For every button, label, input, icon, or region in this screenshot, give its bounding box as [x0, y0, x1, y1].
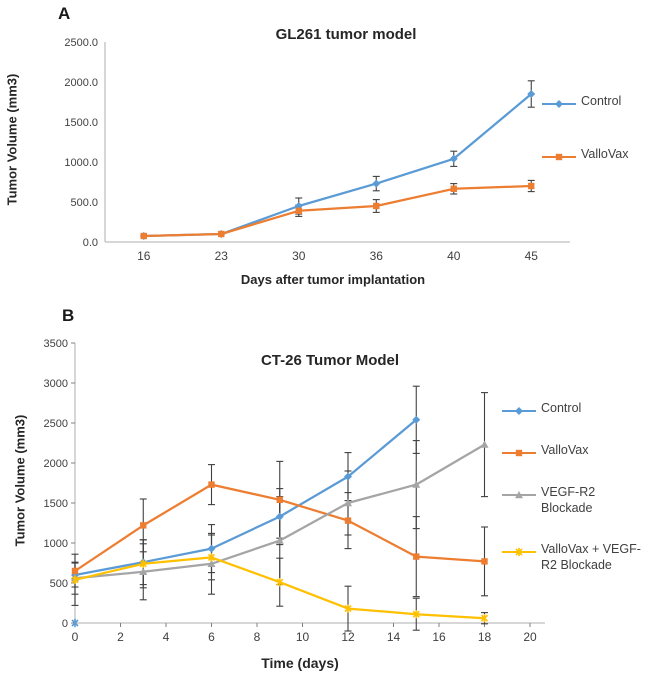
x-tick-label: 14 — [387, 630, 401, 644]
series-marker-square — [450, 185, 457, 192]
y-tick-label: 500.0 — [70, 197, 98, 209]
legend-label: Control — [541, 401, 582, 415]
x-tick-label: 45 — [525, 249, 539, 263]
y-tick-label: 2500 — [44, 418, 68, 430]
legend-key-square-icon — [542, 153, 576, 161]
series-marker-diamond — [372, 179, 381, 188]
y-tick-label: 3000 — [44, 378, 68, 390]
x-tick-label: 6 — [208, 630, 215, 644]
panel-a-letter: A — [58, 4, 71, 23]
series-marker-square — [413, 553, 420, 560]
legend-label: VEGF-R2 Blockade — [541, 485, 596, 516]
series-marker-square — [208, 481, 215, 488]
series-marker-square — [373, 202, 380, 210]
chart-b-title: CT-26 Tumor Model — [260, 352, 400, 369]
y-tick-label: 1000.0 — [64, 157, 98, 169]
series-marker-triangle — [344, 499, 352, 507]
series-marker-square — [71, 567, 79, 575]
y-tick-label: 2500.0 — [64, 37, 98, 49]
series-marker-asterisk — [412, 610, 420, 619]
series-marker-asterisk — [207, 553, 216, 562]
chart-b-legend: Control ValloVax VEGF-R2 Blockade ValloVax … — [501, 400, 643, 597]
series-marker-triangle — [207, 559, 216, 567]
x-tick-label: 30 — [292, 249, 306, 263]
y-tick-label: 1500 — [44, 498, 68, 510]
series-marker-diamond — [527, 90, 536, 98]
series-marker-diamond — [275, 512, 284, 521]
x-tick-label: 36 — [370, 249, 384, 263]
series-marker-square — [276, 496, 283, 503]
legend-item-vallovax-vegf-r2-blockade: ValloVax + VEGF-R2 Blockade — [501, 541, 643, 574]
legend-key-triangle-icon — [502, 491, 536, 499]
x-tick-label: 16 — [137, 249, 151, 263]
x-tick-label: 18 — [478, 630, 492, 644]
y-tick-label: 0 — [62, 618, 68, 630]
legend-label: ValloVax — [541, 443, 589, 457]
x-tick-label: 10 — [296, 630, 310, 644]
chart-b-x-axis-label: Time (days) — [261, 655, 339, 671]
legend-key-square-icon — [502, 449, 536, 457]
series-line-vallovax — [143, 184, 532, 238]
x-tick-label: 20 — [523, 630, 537, 644]
legend-key-diamond-icon — [542, 100, 576, 108]
legend-label: ValloVax — [581, 147, 629, 161]
series-marker-square — [295, 207, 302, 214]
y-tick-label: 1500.0 — [64, 117, 98, 129]
series-marker-square — [218, 230, 225, 238]
series-marker-diamond — [449, 154, 458, 163]
series-marker-triangle — [139, 567, 148, 575]
series-marker-diamond — [207, 544, 216, 553]
series-line-control — [143, 93, 532, 238]
series-marker-square — [140, 232, 147, 240]
chart-a-legend: Control ValloVax — [541, 93, 628, 199]
series-marker-square — [140, 522, 147, 529]
legend-item-vegf-r2-blockade: VEGF-R2 Blockade — [501, 484, 643, 517]
x-tick-label: 8 — [254, 630, 261, 644]
series-marker-square — [481, 558, 488, 565]
series-line-control — [74, 418, 417, 577]
x-tick-label: 16 — [432, 630, 446, 644]
legend-label: ValloVax + VEGF-R2 Blockade — [541, 541, 641, 572]
x-tick-label: 23 — [215, 249, 229, 263]
x-tick-label: 4 — [163, 630, 170, 644]
x-tick-label: 0 — [72, 630, 79, 644]
y-tick-label: 1000 — [44, 538, 68, 550]
series-marker-asterisk — [139, 559, 147, 568]
legend-key-diamond-icon — [502, 407, 536, 415]
legend-item-control: Control — [501, 400, 643, 418]
y-tick-label: 3500 — [44, 338, 68, 350]
chart-b-plot-area: 0 500 1000 1500 2000 2500 3000 3500 0 2 4 6 8 10 12 14 1… — [44, 338, 545, 644]
chart-a-plot-area: 0.0 500.0 1000.0 1500.0 2000.0 2500.0 16 23 30 36… — [64, 37, 570, 263]
series-marker-square — [344, 517, 352, 524]
legend-key-asterisk-icon — [502, 547, 536, 556]
legend-label: Control — [581, 94, 622, 108]
legend-item-vallovax: ValloVax — [501, 442, 643, 460]
origin-asterisk-marker — [71, 618, 79, 628]
series-marker-triangle — [412, 480, 421, 488]
y-tick-label: 0.0 — [83, 237, 98, 249]
y-tick-label: 500 — [50, 578, 68, 590]
panel-b-letter: B — [62, 306, 75, 325]
series-marker-asterisk — [71, 575, 79, 584]
x-tick-label: 12 — [341, 630, 355, 644]
series-marker-asterisk — [480, 614, 489, 623]
series-marker-asterisk — [344, 604, 352, 613]
legend-item-control: Control — [541, 93, 628, 111]
series-marker-diamond — [344, 472, 352, 481]
series-marker-diamond — [412, 415, 421, 424]
x-tick-label: 40 — [447, 249, 461, 263]
y-tick-label: 2000.0 — [64, 77, 98, 89]
chart-a-title: GL261 tumor model — [275, 26, 417, 43]
y-tick-label: 2000 — [44, 458, 68, 470]
x-tick-label: 2 — [117, 630, 124, 644]
chart-a-x-axis-label: Days after tumor implantation — [240, 272, 426, 287]
series-marker-triangle — [275, 536, 284, 544]
legend-item-vallovax: ValloVax — [541, 146, 628, 164]
series-marker-square — [528, 182, 535, 190]
series-marker-triangle — [480, 440, 489, 448]
series-marker-asterisk — [276, 578, 284, 587]
